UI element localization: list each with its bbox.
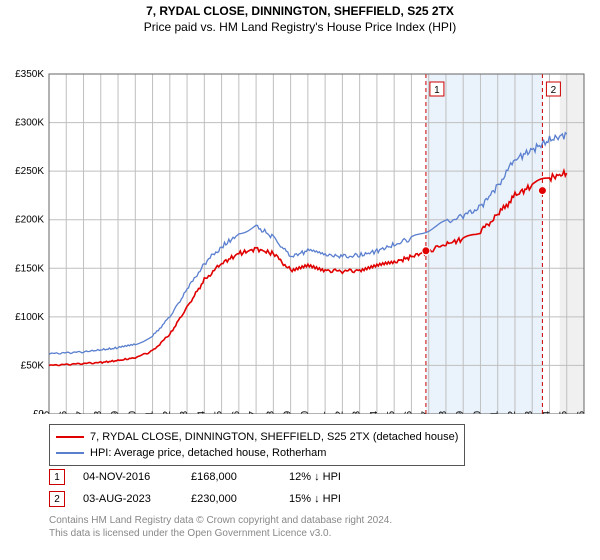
sale-delta: 15% ↓ HPI <box>289 493 341 505</box>
sale-delta: 12% ↓ HPI <box>289 471 341 483</box>
svg-text:£300K: £300K <box>15 118 44 129</box>
svg-text:2021: 2021 <box>490 410 501 414</box>
svg-text:2018: 2018 <box>438 410 449 414</box>
svg-text:2000: 2000 <box>127 410 138 414</box>
sale-date: 04-NOV-2016 <box>83 471 173 483</box>
svg-text:£100K: £100K <box>15 312 44 323</box>
svg-text:2013: 2013 <box>352 410 363 414</box>
legend-label: HPI: Average price, detached house, Roth… <box>90 445 326 461</box>
legend-swatch <box>56 452 84 454</box>
svg-text:2003: 2003 <box>179 410 190 414</box>
svg-text:2019: 2019 <box>455 410 466 414</box>
svg-text:1995: 1995 <box>41 410 52 414</box>
attribution-line: Contains HM Land Registry data © Crown c… <box>49 514 392 527</box>
chart-title: 7, RYDAL CLOSE, DINNINGTON, SHEFFIELD, S… <box>0 0 600 18</box>
svg-text:2008: 2008 <box>265 410 276 414</box>
svg-text:2009: 2009 <box>283 410 294 414</box>
svg-text:2026: 2026 <box>576 410 587 414</box>
chart-subtitle: Price paid vs. HM Land Registry's House … <box>0 18 600 34</box>
svg-text:1: 1 <box>434 85 440 96</box>
svg-text:2015: 2015 <box>386 410 397 414</box>
svg-text:2004: 2004 <box>196 410 207 414</box>
sale-row: 2 03-AUG-2023 £230,000 15% ↓ HPI <box>49 488 341 510</box>
svg-text:2020: 2020 <box>472 410 483 414</box>
sale-marker: 1 <box>49 469 65 485</box>
sale-events: 1 04-NOV-2016 £168,000 12% ↓ HPI 2 03-AU… <box>49 466 341 510</box>
svg-text:2010: 2010 <box>300 410 311 414</box>
svg-text:2025: 2025 <box>559 410 570 414</box>
svg-text:1997: 1997 <box>76 410 87 414</box>
legend-item: HPI: Average price, detached house, Roth… <box>56 445 458 461</box>
svg-text:2001: 2001 <box>145 410 156 414</box>
svg-text:£150K: £150K <box>15 263 44 274</box>
svg-text:2: 2 <box>551 85 557 96</box>
svg-text:£250K: £250K <box>15 166 44 177</box>
svg-text:2016: 2016 <box>403 410 414 414</box>
svg-text:2014: 2014 <box>369 410 380 414</box>
svg-text:1999: 1999 <box>110 410 121 414</box>
legend-swatch <box>56 436 84 438</box>
line-chart: £0£50K£100K£150K£200K£250K£300K£350K1995… <box>0 34 600 414</box>
sale-date: 03-AUG-2023 <box>83 493 173 505</box>
svg-text:1996: 1996 <box>58 410 69 414</box>
legend: 7, RYDAL CLOSE, DINNINGTON, SHEFFIELD, S… <box>49 424 465 466</box>
svg-text:£350K: £350K <box>15 69 44 80</box>
svg-text:2023: 2023 <box>524 410 535 414</box>
svg-text:2007: 2007 <box>248 410 259 414</box>
svg-text:2024: 2024 <box>541 410 552 414</box>
svg-text:2006: 2006 <box>231 410 242 414</box>
svg-text:1998: 1998 <box>93 410 104 414</box>
svg-text:2005: 2005 <box>214 410 225 414</box>
sale-row: 1 04-NOV-2016 £168,000 12% ↓ HPI <box>49 466 341 488</box>
sale-marker: 2 <box>49 491 65 507</box>
svg-text:£50K: £50K <box>21 360 45 371</box>
sale-price: £230,000 <box>191 493 271 505</box>
legend-item: 7, RYDAL CLOSE, DINNINGTON, SHEFFIELD, S… <box>56 429 458 445</box>
svg-text:2012: 2012 <box>334 410 345 414</box>
svg-text:2002: 2002 <box>162 410 173 414</box>
chart-container: 7, RYDAL CLOSE, DINNINGTON, SHEFFIELD, S… <box>0 0 600 560</box>
sale-price: £168,000 <box>191 471 271 483</box>
attribution: Contains HM Land Registry data © Crown c… <box>49 514 392 540</box>
svg-text:£200K: £200K <box>15 215 44 226</box>
attribution-line: This data is licensed under the Open Gov… <box>49 527 392 540</box>
legend-label: 7, RYDAL CLOSE, DINNINGTON, SHEFFIELD, S… <box>90 429 458 445</box>
svg-text:2022: 2022 <box>507 410 518 414</box>
